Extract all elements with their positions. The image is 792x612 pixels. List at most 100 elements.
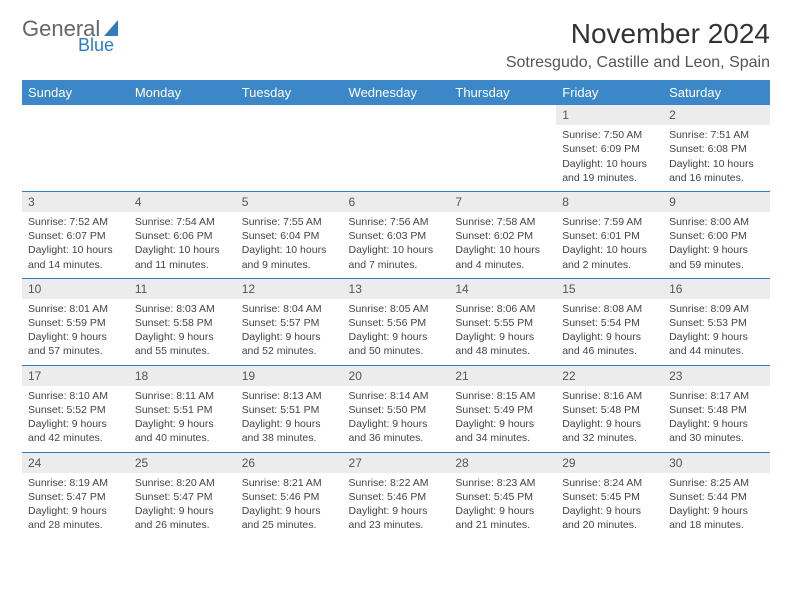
sunset-text: Sunset: 5:44 PM: [669, 490, 764, 504]
sunset-text: Sunset: 6:02 PM: [455, 229, 550, 243]
sunset-text: Sunset: 5:46 PM: [349, 490, 444, 504]
day-number: 28: [449, 453, 556, 473]
sunrise-text: Sunrise: 8:09 AM: [669, 302, 764, 316]
calendar-week-row: 24Sunrise: 8:19 AMSunset: 5:47 PMDayligh…: [22, 452, 770, 538]
daylight-text: Daylight: 10 hours and 11 minutes.: [135, 243, 230, 271]
day-details: Sunrise: 8:17 AMSunset: 5:48 PMDaylight:…: [663, 386, 770, 452]
weekday-header: Wednesday: [343, 80, 450, 105]
sunrise-text: Sunrise: 8:24 AM: [562, 476, 657, 490]
day-details: Sunrise: 8:22 AMSunset: 5:46 PMDaylight:…: [343, 473, 450, 539]
day-number: 26: [236, 453, 343, 473]
calendar-day: 6Sunrise: 7:56 AMSunset: 6:03 PMDaylight…: [343, 191, 450, 278]
sunset-text: Sunset: 5:58 PM: [135, 316, 230, 330]
day-details: Sunrise: 8:23 AMSunset: 5:45 PMDaylight:…: [449, 473, 556, 539]
sunset-text: Sunset: 5:49 PM: [455, 403, 550, 417]
weekday-header: Monday: [129, 80, 236, 105]
calendar-day: 19Sunrise: 8:13 AMSunset: 5:51 PMDayligh…: [236, 365, 343, 452]
calendar-day: 27Sunrise: 8:22 AMSunset: 5:46 PMDayligh…: [343, 452, 450, 538]
day-details: [343, 125, 450, 134]
sunrise-text: Sunrise: 7:56 AM: [349, 215, 444, 229]
day-details: Sunrise: 7:58 AMSunset: 6:02 PMDaylight:…: [449, 212, 556, 278]
sunset-text: Sunset: 5:54 PM: [562, 316, 657, 330]
logo-triangle-icon: [104, 20, 118, 36]
daylight-text: Daylight: 10 hours and 16 minutes.: [669, 157, 764, 185]
calendar-day: 25Sunrise: 8:20 AMSunset: 5:47 PMDayligh…: [129, 452, 236, 538]
weekday-header: Sunday: [22, 80, 129, 105]
sunset-text: Sunset: 5:48 PM: [562, 403, 657, 417]
sunrise-text: Sunrise: 8:15 AM: [455, 389, 550, 403]
sunset-text: Sunset: 6:03 PM: [349, 229, 444, 243]
day-number: 3: [22, 192, 129, 212]
day-details: Sunrise: 7:51 AMSunset: 6:08 PMDaylight:…: [663, 125, 770, 191]
title-block: November 2024 Sotresgudo, Castille and L…: [506, 18, 770, 72]
sunrise-text: Sunrise: 7:54 AM: [135, 215, 230, 229]
calendar-day: 24Sunrise: 8:19 AMSunset: 5:47 PMDayligh…: [22, 452, 129, 538]
sunrise-text: Sunrise: 8:00 AM: [669, 215, 764, 229]
day-number: [129, 105, 236, 125]
sunrise-text: Sunrise: 7:50 AM: [562, 128, 657, 142]
calendar-day: 4 Sunrise: 7:54 AMSunset: 6:06 PMDaylight…: [129, 191, 236, 278]
calendar-day: 9Sunrise: 8:00 AMSunset: 6:00 PMDaylight…: [663, 191, 770, 278]
sunset-text: Sunset: 6:06 PM: [135, 229, 230, 243]
day-number: 10: [22, 279, 129, 299]
sunrise-text: Sunrise: 7:51 AM: [669, 128, 764, 142]
day-details: Sunrise: 8:25 AMSunset: 5:44 PMDaylight:…: [663, 473, 770, 539]
weekday-header: Friday: [556, 80, 663, 105]
sunset-text: Sunset: 6:09 PM: [562, 142, 657, 156]
daylight-text: Daylight: 9 hours and 52 minutes.: [242, 330, 337, 358]
sunset-text: Sunset: 5:59 PM: [28, 316, 123, 330]
daylight-text: Daylight: 10 hours and 4 minutes.: [455, 243, 550, 271]
calendar-day: 5Sunrise: 7:55 AMSunset: 6:04 PMDaylight…: [236, 191, 343, 278]
calendar-week-row: 3Sunrise: 7:52 AMSunset: 6:07 PMDaylight…: [22, 191, 770, 278]
daylight-text: Daylight: 9 hours and 18 minutes.: [669, 504, 764, 532]
calendar-week-row: 1Sunrise: 7:50 AMSunset: 6:09 PMDaylight…: [22, 105, 770, 191]
day-details: Sunrise: 8:09 AMSunset: 5:53 PMDaylight:…: [663, 299, 770, 365]
day-details: Sunrise: 8:11 AMSunset: 5:51 PMDaylight:…: [129, 386, 236, 452]
weekday-header: Thursday: [449, 80, 556, 105]
weekday-header: Saturday: [663, 80, 770, 105]
day-details: Sunrise: 8:21 AMSunset: 5:46 PMDaylight:…: [236, 473, 343, 539]
sunrise-text: Sunrise: 8:01 AM: [28, 302, 123, 316]
day-number: 4: [129, 192, 236, 212]
sunset-text: Sunset: 6:08 PM: [669, 142, 764, 156]
daylight-text: Daylight: 9 hours and 42 minutes.: [28, 417, 123, 445]
sunrise-text: Sunrise: 8:25 AM: [669, 476, 764, 490]
sunset-text: Sunset: 5:57 PM: [242, 316, 337, 330]
sunrise-text: Sunrise: 8:23 AM: [455, 476, 550, 490]
day-number: 6: [343, 192, 450, 212]
sunset-text: Sunset: 5:52 PM: [28, 403, 123, 417]
sunrise-text: Sunrise: 8:03 AM: [135, 302, 230, 316]
sunrise-text: Sunrise: 8:10 AM: [28, 389, 123, 403]
daylight-text: Daylight: 9 hours and 50 minutes.: [349, 330, 444, 358]
daylight-text: Daylight: 9 hours and 55 minutes.: [135, 330, 230, 358]
day-number: [22, 105, 129, 125]
day-number: 22: [556, 366, 663, 386]
day-details: Sunrise: 8:08 AMSunset: 5:54 PMDaylight:…: [556, 299, 663, 365]
day-details: Sunrise: 7:52 AMSunset: 6:07 PMDaylight:…: [22, 212, 129, 278]
sunset-text: Sunset: 5:47 PM: [135, 490, 230, 504]
day-number: 9: [663, 192, 770, 212]
daylight-text: Daylight: 9 hours and 26 minutes.: [135, 504, 230, 532]
day-details: Sunrise: 7:59 AMSunset: 6:01 PMDaylight:…: [556, 212, 663, 278]
day-number: 15: [556, 279, 663, 299]
sunrise-text: Sunrise: 8:16 AM: [562, 389, 657, 403]
calendar-day: 22Sunrise: 8:16 AMSunset: 5:48 PMDayligh…: [556, 365, 663, 452]
sunrise-text: Sunrise: 7:59 AM: [562, 215, 657, 229]
daylight-text: Daylight: 9 hours and 30 minutes.: [669, 417, 764, 445]
day-number: 18: [129, 366, 236, 386]
calendar-day: 15Sunrise: 8:08 AMSunset: 5:54 PMDayligh…: [556, 278, 663, 365]
sunrise-text: Sunrise: 8:22 AM: [349, 476, 444, 490]
calendar-day: 20Sunrise: 8:14 AMSunset: 5:50 PMDayligh…: [343, 365, 450, 452]
daylight-text: Daylight: 10 hours and 9 minutes.: [242, 243, 337, 271]
sunrise-text: Sunrise: 7:52 AM: [28, 215, 123, 229]
sunrise-text: Sunrise: 8:04 AM: [242, 302, 337, 316]
daylight-text: Daylight: 10 hours and 2 minutes.: [562, 243, 657, 271]
calendar-week-row: 10 Sunrise: 8:01 AMSunset: 5:59 PM Dayligh…: [22, 278, 770, 365]
weekday-header: Tuesday: [236, 80, 343, 105]
daylight-text: Daylight: 9 hours and 38 minutes.: [242, 417, 337, 445]
sunrise-text: Sunrise: 8:11 AM: [135, 389, 230, 403]
day-details: [236, 125, 343, 134]
header: General Blue November 2024 Sotresgudo, C…: [22, 18, 770, 72]
day-number: 11: [129, 279, 236, 299]
calendar-day: 3Sunrise: 7:52 AMSunset: 6:07 PMDaylight…: [22, 191, 129, 278]
